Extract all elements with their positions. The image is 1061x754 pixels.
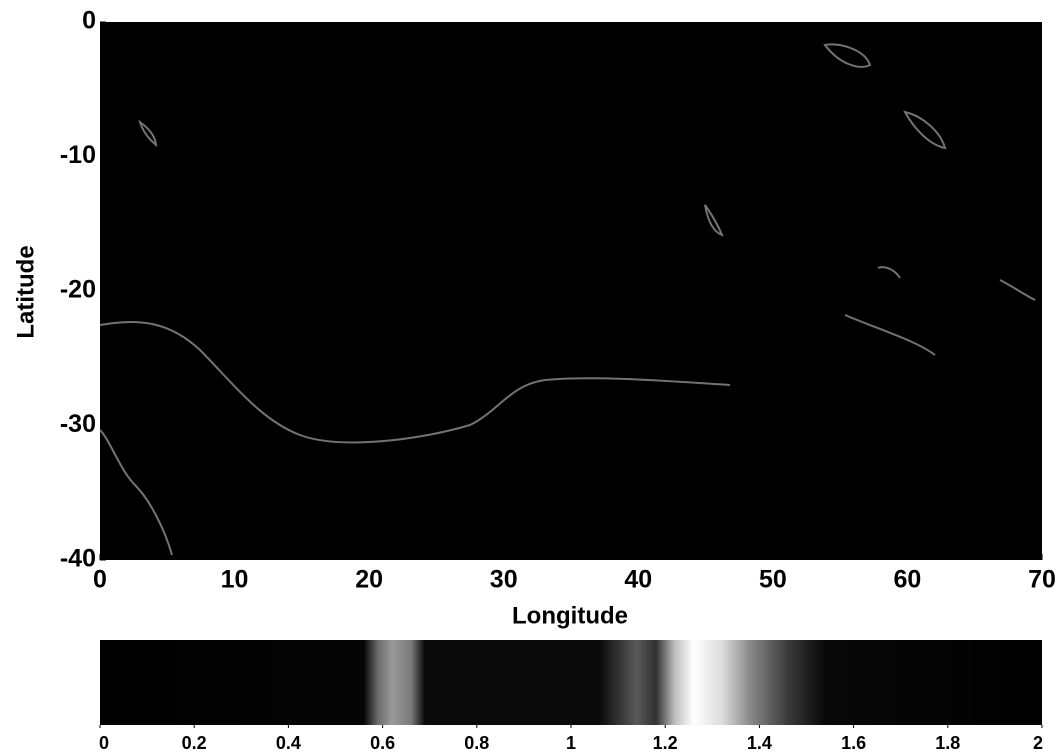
x-tick-label: 30 xyxy=(490,566,518,594)
x-axis-label: Longitude xyxy=(512,602,628,629)
colorbar-tick-label: 0.4 xyxy=(276,733,301,753)
colorbar xyxy=(100,640,1042,725)
colorbar-tick-label: 0.6 xyxy=(370,733,395,753)
plot-area xyxy=(100,22,1042,560)
x-tick-label: 0 xyxy=(93,566,107,594)
x-tick-label: 10 xyxy=(221,566,249,594)
x-tick-label: 50 xyxy=(759,566,787,594)
y-tick-label: 0 xyxy=(82,7,96,35)
image-features xyxy=(99,43,1036,556)
colorbar-tick-label: 2 xyxy=(1033,733,1043,753)
colorbar-tick-label: 1 xyxy=(566,733,576,753)
x-tick-label: 60 xyxy=(894,566,922,594)
colorbar-tick-label: 1.6 xyxy=(841,733,866,753)
colorbar-tick-label: 0.2 xyxy=(182,733,207,753)
y-axis-label: Latitude xyxy=(12,245,39,338)
y-tick-label: -40 xyxy=(60,545,96,573)
y-tick-label: -10 xyxy=(60,141,96,169)
y-tick-label: -20 xyxy=(60,276,96,304)
x-tick-label: 20 xyxy=(355,566,383,594)
x-tick-label: 40 xyxy=(624,566,652,594)
colorbar-tick-label: 0 xyxy=(99,733,109,753)
colorbar-tick-label: 0.8 xyxy=(464,733,489,753)
colorbar-tick-label: 1.8 xyxy=(935,733,960,753)
y-tick-label: -30 xyxy=(60,410,96,438)
colorbar-tick-label: 1.4 xyxy=(747,733,772,753)
x-tick-label: 70 xyxy=(1028,566,1056,594)
colorbar-tick-label: 1.2 xyxy=(653,733,678,753)
